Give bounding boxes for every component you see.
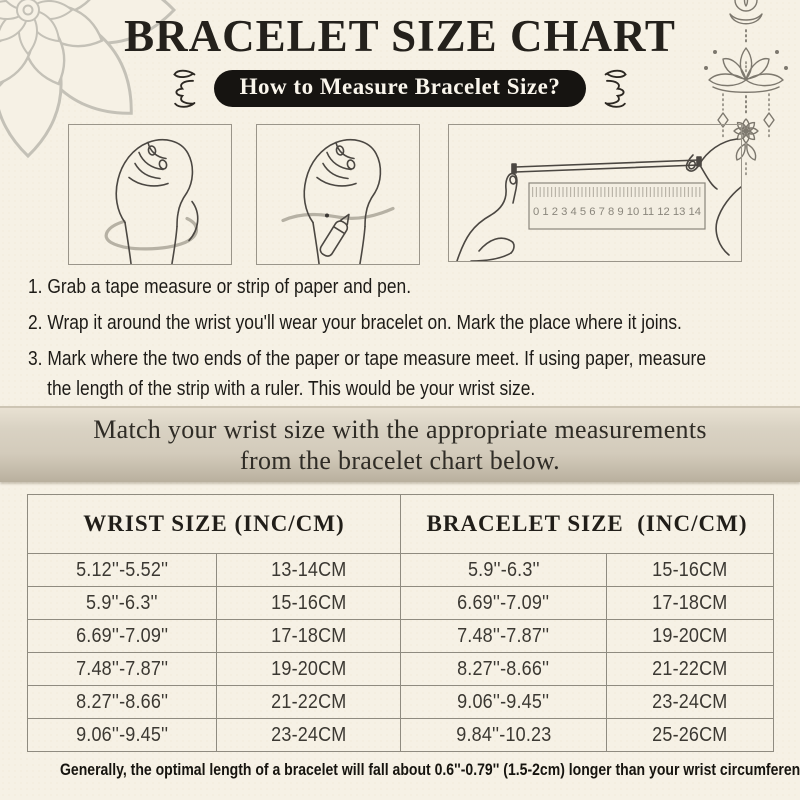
table-cell: 5.9''-6.3'' bbox=[399, 553, 607, 587]
wrist-size-header: WRIST SIZE (INC/CM) bbox=[27, 494, 401, 554]
hand-with-tape-icon bbox=[104, 139, 199, 264]
table-row: 6.69''-7.09'' 17-18CM 7.48''-7.87'' 19-2… bbox=[26, 619, 775, 653]
table-cell: 23-24CM bbox=[605, 685, 775, 719]
page-title: BRACELET SIZE CHART bbox=[124, 11, 676, 61]
steps-list: 1. Grab a tape measure or strip of paper… bbox=[28, 276, 788, 414]
measure-badge-row: How to Measure Bracelet Size? bbox=[0, 68, 800, 108]
svg-text:0 1 2 3 4 5 6 7 8 9 10 11 12 1: 0 1 2 3 4 5 6 7 8 9 10 11 12 13 14 bbox=[533, 206, 701, 218]
lotus-ornament-icon bbox=[704, 0, 788, 177]
table-cell: 6.69''-7.09'' bbox=[399, 586, 607, 620]
table-cell: 8.27''-8.66'' bbox=[26, 685, 218, 719]
bracelet-size-header: BRACELET SIZE (INC/CM) bbox=[399, 494, 775, 554]
size-table: WRIST SIZE (INC/CM) BRACELET SIZE (INC/C… bbox=[26, 494, 775, 752]
table-cell: 17-18CM bbox=[605, 586, 775, 620]
table-cell: 23-24CM bbox=[216, 718, 401, 752]
table-cell: 19-20CM bbox=[605, 619, 775, 653]
table-cell: 25-26CM bbox=[605, 718, 775, 752]
banner-line-1: Match your wrist size with the appropria… bbox=[93, 415, 707, 444]
table-row: 5.12''-5.52'' 13-14CM 5.9''-6.3'' 15-16C… bbox=[26, 553, 775, 587]
wrap-wrist-illustration bbox=[68, 124, 232, 265]
table-row: 9.06''-9.45'' 23-24CM 9.84''-10.23 25-26… bbox=[26, 718, 775, 752]
table-cell: 13-14CM bbox=[216, 553, 401, 587]
step-item-2: 2. Wrap it around the wrist you'll wear … bbox=[28, 312, 682, 334]
badge-swirl-left-icon bbox=[172, 69, 196, 108]
table-cell: 7.48''-7.87'' bbox=[399, 619, 607, 653]
step-item-3-line-1: 3. Mark where the two ends of the paper … bbox=[28, 348, 707, 370]
mark-wrist-illustration bbox=[256, 124, 420, 265]
table-cell: 9.06''-9.45'' bbox=[26, 718, 218, 752]
step-item-3: 3. Mark where the two ends of the paper … bbox=[28, 348, 706, 401]
step-item-1: 1. Grab a tape measure or strip of paper… bbox=[28, 276, 412, 298]
ruler-measure-illustration: 0 1 2 3 4 5 6 7 8 9 10 11 12 13 14 bbox=[448, 124, 742, 262]
table-cell: 7.48''-7.87'' bbox=[26, 652, 218, 686]
table-cell: 19-20CM bbox=[216, 652, 401, 686]
table-header-row: WRIST SIZE (INC/CM) BRACELET SIZE (INC/C… bbox=[27, 494, 775, 554]
table-cell: 15-16CM bbox=[605, 553, 775, 587]
lotus-mandala-icon bbox=[0, 0, 177, 159]
table-cell: 6.69''-7.09'' bbox=[26, 619, 218, 653]
banner-line-2: from the bracelet chart below. bbox=[240, 446, 560, 475]
footer-note: Generally, the optimal length of a brace… bbox=[60, 761, 800, 779]
size-table-grid: WRIST SIZE (INC/CM) BRACELET SIZE (INC/C… bbox=[26, 494, 775, 752]
table-cell: 21-22CM bbox=[216, 685, 401, 719]
table-row: 5.9''-6.3'' 15-16CM 6.69''-7.09'' 17-18C… bbox=[26, 586, 775, 620]
ruler-icon: 0 1 2 3 4 5 6 7 8 9 10 11 12 13 14 bbox=[528, 182, 706, 230]
table-row: 7.48''-7.87'' 19-20CM 8.27''-8.66'' 21-2… bbox=[26, 652, 775, 686]
badge-swirl-right-icon bbox=[604, 69, 628, 108]
table-cell: 21-22CM bbox=[605, 652, 775, 686]
hands-with-ruler-icon: 0 1 2 3 4 5 6 7 8 9 10 11 12 13 14 bbox=[456, 138, 741, 261]
table-cell: 17-18CM bbox=[216, 619, 401, 653]
table-cell: 15-16CM bbox=[216, 586, 401, 620]
table-cell: 5.12''-5.52'' bbox=[26, 553, 218, 587]
pen-icon bbox=[319, 213, 350, 257]
table-row: 8.27''-8.66'' 21-22CM 9.06''-9.45'' 23-2… bbox=[26, 685, 775, 719]
hand-with-pen-icon bbox=[281, 139, 395, 264]
table-cell: 8.27''-8.66'' bbox=[399, 652, 607, 686]
measure-badge: How to Measure Bracelet Size? bbox=[213, 69, 587, 107]
table-cell: 9.06''-9.45'' bbox=[399, 685, 607, 719]
table-cell: 5.9''-6.3'' bbox=[26, 586, 218, 620]
table-cell: 9.84''-10.23 bbox=[399, 718, 607, 752]
step-item-3-line-2: the length of the strip with a ruler. Th… bbox=[47, 378, 536, 400]
match-banner: Match your wrist size with the appropria… bbox=[0, 406, 800, 482]
